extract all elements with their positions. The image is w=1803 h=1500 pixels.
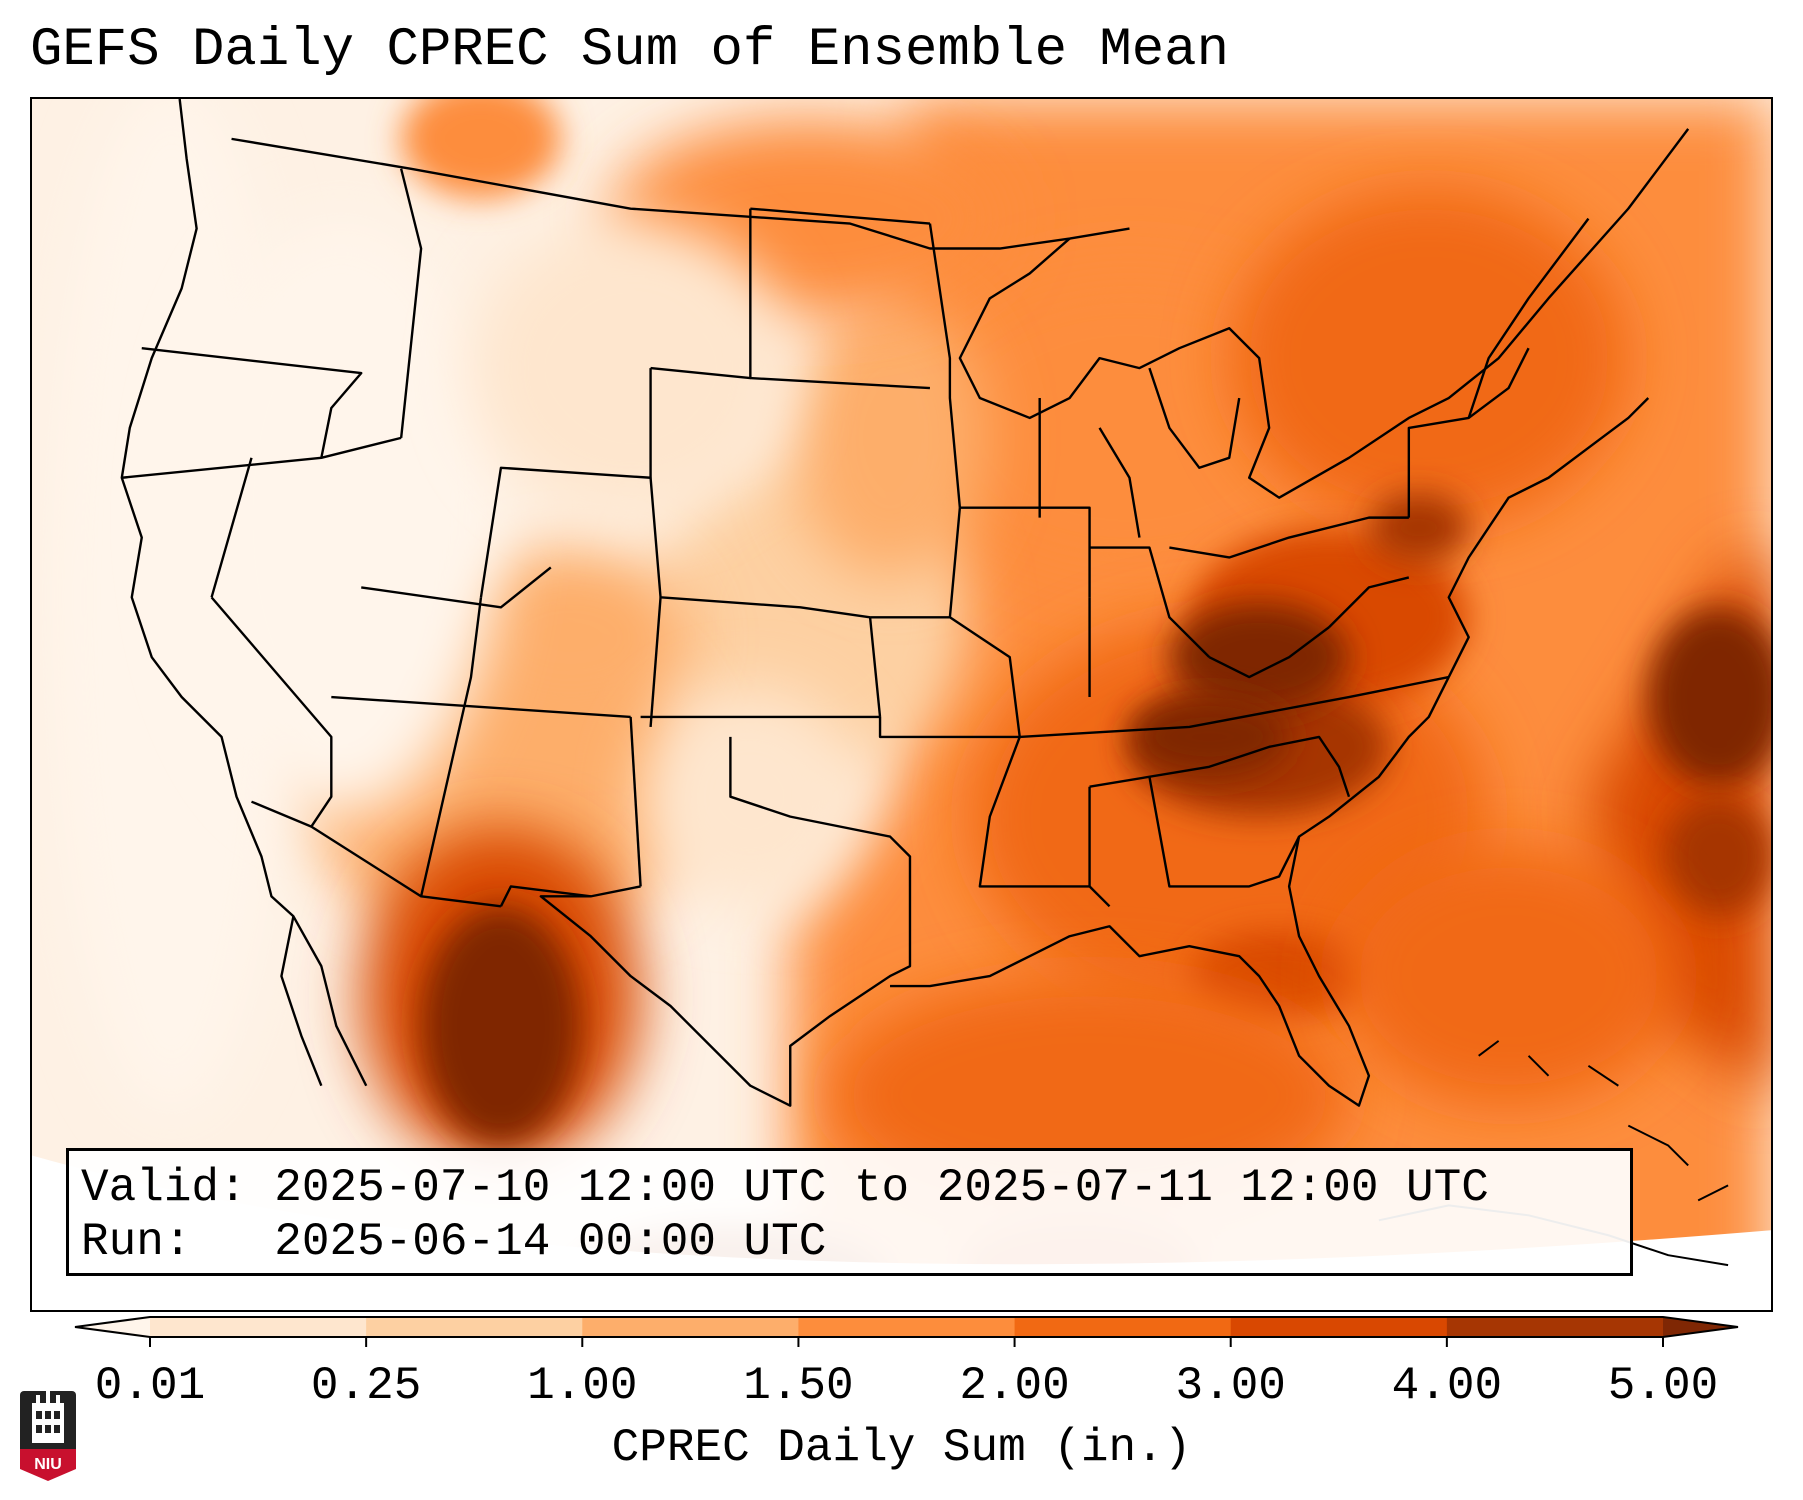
valid-label: Valid: [81, 1162, 247, 1214]
colorbar-segment [366, 1317, 583, 1337]
map-title: GEFS Daily CPREC Sum of Ensemble Mean [30, 20, 1229, 81]
colorbar-segment [1446, 1317, 1664, 1337]
run-time: 2025-06-14 00:00 UTC [274, 1216, 827, 1268]
precip-shading [32, 99, 1771, 1310]
niu-logo: NIU [20, 1389, 76, 1481]
colorbar-segment [150, 1317, 367, 1337]
colorbar-tick-label: 1.50 [743, 1360, 854, 1412]
colorbar-extend-low [75, 1317, 150, 1337]
colorbar-segment [582, 1317, 799, 1337]
precipitation-map [30, 97, 1773, 1312]
colorbar-tick-label: 0.01 [94, 1360, 206, 1412]
colorbar-extend-high [1663, 1317, 1738, 1337]
colorbar-tick-label: 2.00 [959, 1360, 1070, 1412]
colorbar-tick-label: 5.00 [1607, 1360, 1719, 1412]
colorbar-segment [798, 1317, 1016, 1337]
colorbar-label: CPREC Daily Sum (in.) [611, 1422, 1192, 1474]
valid-range: 2025-07-10 12:00 UTC to 2025-07-11 12:00… [274, 1162, 1489, 1214]
colorbar-tick-label: 3.00 [1175, 1360, 1286, 1412]
colorbar-tick-label: 4.00 [1391, 1360, 1503, 1412]
colorbar-segment [1014, 1317, 1232, 1337]
colorbar-tick-label: 0.25 [310, 1360, 422, 1412]
logo-text: NIU [34, 1456, 62, 1473]
colorbar-segment [1230, 1317, 1448, 1337]
precip-map-svg [32, 99, 1771, 1310]
run-label: Run: [81, 1216, 192, 1268]
colorbar-tick-label: 1.00 [527, 1360, 638, 1412]
info-box: Valid: 2025-07-10 12:00 UTC to 2025-07-1… [66, 1148, 1633, 1276]
